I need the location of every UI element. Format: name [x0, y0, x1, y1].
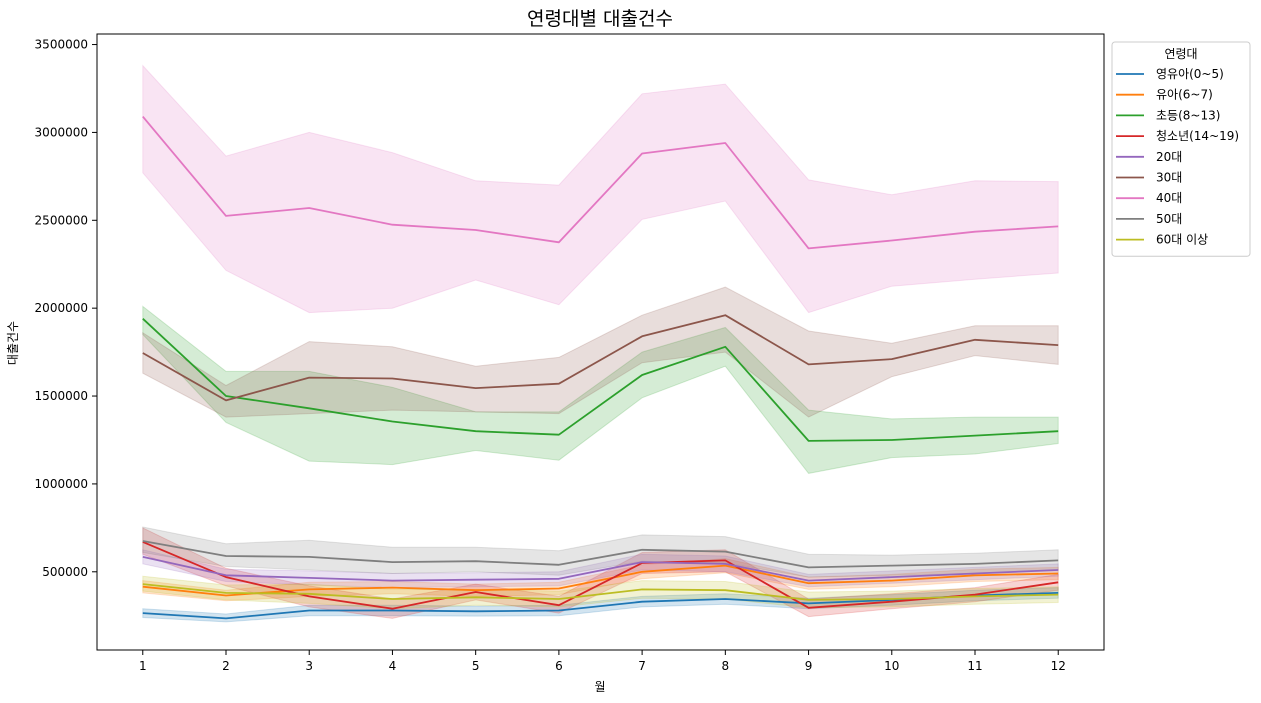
legend-label-1: 유아(6~7)	[1156, 88, 1213, 102]
legend-label-0: 영유아(0~5)	[1156, 67, 1224, 81]
legend-label-3: 청소년(14~19)	[1156, 129, 1239, 143]
legend-label-5: 30대	[1156, 171, 1182, 185]
confidence-bands	[142, 64, 1059, 623]
y-tick-label: 3000000	[35, 125, 88, 139]
x-tick-label: 4	[389, 659, 397, 673]
x-tick-label: 10	[884, 659, 899, 673]
x-tick-label: 7	[638, 659, 646, 673]
confidence-band-2	[142, 305, 1059, 474]
legend-label-8: 60대 이상	[1156, 233, 1208, 247]
legend-label-2: 초등(8~13)	[1156, 108, 1220, 122]
x-tick-label: 9	[805, 659, 813, 673]
y-axis: 500000 1000000 1500000 2000000 2500000 300000…	[35, 38, 97, 579]
y-axis-label: 대출건수	[6, 321, 20, 365]
series-line-1	[142, 564, 1059, 597]
x-tick-label: 11	[967, 659, 982, 673]
x-tick-label: 1	[139, 659, 147, 673]
confidence-band-0	[142, 587, 1059, 623]
x-tick-label: 8	[722, 659, 730, 673]
x-axis-label: 월	[594, 680, 605, 694]
y-tick-label: 1500000	[35, 389, 88, 403]
series-line-8	[142, 583, 1059, 601]
x-tick-label: 3	[305, 659, 313, 673]
legend-title: 연령대	[1164, 47, 1197, 61]
plot-area-frame	[96, 33, 1105, 651]
y-tick-label: 1000000	[35, 477, 88, 491]
series-line-4	[142, 556, 1059, 582]
x-tick-label: 2	[222, 659, 230, 673]
x-tick-label: 12	[1051, 659, 1066, 673]
x-tick-label: 5	[472, 659, 480, 673]
confidence-band-5	[142, 286, 1059, 418]
series-line-2	[142, 318, 1059, 442]
legend-label-6: 40대	[1156, 191, 1182, 205]
y-tick-label: 500000	[42, 565, 88, 579]
y-tick-label: 3500000	[35, 38, 88, 52]
legend-label-7: 50대	[1156, 212, 1182, 226]
series-line-6	[142, 116, 1059, 250]
x-tick-label: 6	[555, 659, 563, 673]
y-tick-label: 2000000	[35, 301, 88, 315]
legend-box	[1111, 41, 1251, 257]
series-line-7	[142, 540, 1059, 569]
series-line-5	[142, 314, 1059, 402]
y-tick-label: 2500000	[35, 213, 88, 227]
confidence-band-3	[142, 527, 1059, 619]
series-lines	[142, 116, 1059, 620]
confidence-band-6	[142, 64, 1059, 314]
legend-label-4: 20대	[1156, 150, 1182, 164]
chart-title: 연령대별 대출건수	[527, 8, 673, 30]
x-axis: 1 2 3 4 5 6 7 8 9 10 11 12	[139, 650, 1066, 673]
